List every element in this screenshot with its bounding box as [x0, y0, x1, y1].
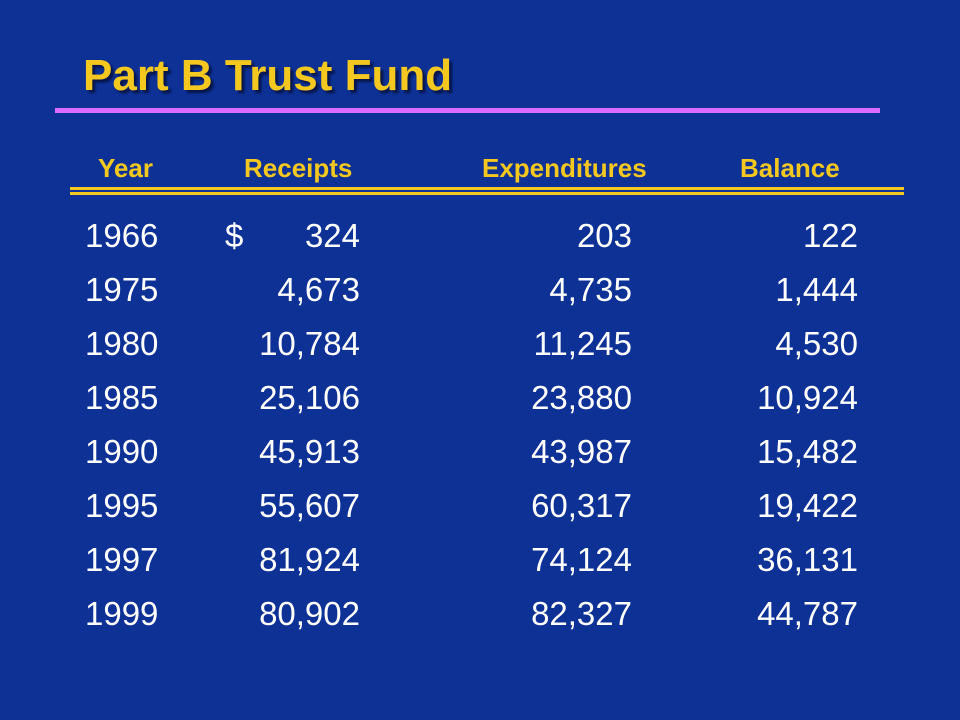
- receipts-cell: 25,106: [259, 379, 360, 416]
- year-cell: 1975: [85, 271, 159, 308]
- expenditures-cell: 74,124: [531, 541, 632, 578]
- table-row: 1985 25,106 23,880 10,924: [0, 381, 960, 435]
- table-row: 1999 80,902 82,327 44,787: [0, 597, 960, 651]
- table-row: 1990 45,913 43,987 15,482: [0, 435, 960, 489]
- balance-cell: 122: [802, 217, 858, 254]
- year-cell: 1985: [85, 379, 159, 416]
- header-divider: [70, 187, 904, 190]
- expenditures-cell: 203: [576, 217, 632, 254]
- year-cell: 1995: [85, 487, 159, 524]
- year-cell: 1999: [85, 595, 159, 632]
- receipts-cell: 4,673: [277, 271, 360, 308]
- receipts-cell: 55,607: [259, 487, 360, 524]
- balance-cell: 36,131: [757, 541, 858, 578]
- column-header-balance: Balance: [740, 153, 840, 183]
- table-row: 1975 4,673 4,735 1,444: [0, 273, 960, 327]
- year-cell: 1980: [85, 325, 159, 362]
- column-header-expenditures: Expenditures: [482, 153, 647, 183]
- balance-cell: 44,787: [757, 595, 858, 632]
- column-header-year: Year: [98, 153, 153, 183]
- receipts-cell: 80,902: [259, 595, 360, 632]
- column-header-receipts: Receipts: [244, 153, 353, 183]
- page-title: Part B Trust Fund: [83, 51, 453, 100]
- balance-cell: 4,530: [775, 325, 858, 362]
- receipts-cell: 324: [304, 217, 360, 254]
- expenditures-cell: 43,987: [531, 433, 632, 470]
- receipts-cell: 10,784: [259, 325, 360, 362]
- balance-cell: 19,422: [757, 487, 858, 524]
- balance-cell: 15,482: [757, 433, 858, 470]
- expenditures-cell: 11,245: [533, 325, 632, 362]
- currency-symbol: $: [225, 217, 244, 254]
- table-row: 1966 $ 324 203 122: [0, 219, 960, 273]
- receipts-cell: 45,913: [259, 433, 360, 470]
- table-row: 1997 81,924 74,124 36,131: [0, 543, 960, 597]
- expenditures-cell: 60,317: [531, 487, 632, 524]
- header-divider: [70, 192, 904, 195]
- table-row: 1995 55,607 60,317 19,422: [0, 489, 960, 543]
- expenditures-cell: 4,735: [549, 271, 632, 308]
- year-cell: 1966: [85, 217, 159, 254]
- title-underline: [55, 108, 880, 113]
- expenditures-cell: 82,327: [531, 595, 632, 632]
- year-cell: 1990: [85, 433, 159, 470]
- receipts-cell: 81,924: [259, 541, 360, 578]
- balance-cell: 10,924: [757, 379, 858, 416]
- year-cell: 1997: [85, 541, 159, 578]
- expenditures-cell: 23,880: [531, 379, 632, 416]
- table-row: 1980 10,784 11,245 4,530: [0, 327, 960, 381]
- balance-cell: 1,444: [775, 271, 858, 308]
